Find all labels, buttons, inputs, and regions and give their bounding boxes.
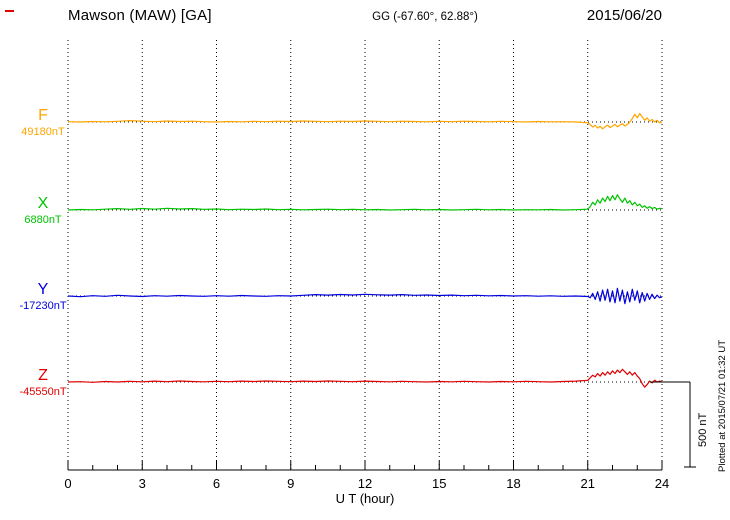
trace-Z	[67, 368, 663, 388]
x-tick-label-21: 21	[581, 476, 595, 491]
trace-baseline-Z: -45550nT	[19, 386, 67, 398]
x-tick-label-9: 9	[287, 476, 294, 491]
trace-baseline-X: 6880nT	[24, 214, 62, 226]
trace-baseline-F: 49180nT	[21, 126, 65, 138]
x-tick-label-18: 18	[506, 476, 520, 491]
trace-label-F: F 49180nT	[4, 108, 82, 139]
trace-X	[67, 194, 663, 211]
x-tick-label-12: 12	[358, 476, 372, 491]
trace-label-Z: Z -45550nT	[4, 368, 82, 399]
trace-label-Y: Y -17230nT	[4, 282, 82, 313]
x-tick-label-3: 3	[139, 476, 146, 491]
trace-Y	[67, 287, 663, 305]
corner-registration-mark	[5, 10, 14, 12]
trace-label-X: X 6880nT	[4, 196, 82, 227]
geographic-coordinates: GG (-67.60°, 62.88°)	[372, 11, 478, 23]
plot-date: 2015/06/20	[586, 7, 662, 24]
x-tick-label-6: 6	[213, 476, 220, 491]
x-tick-label-0: 0	[64, 476, 71, 491]
x-tick-label-24: 24	[655, 476, 669, 491]
station-title: Mawson (MAW) [GA]	[68, 7, 212, 24]
trace-name-Y: Y	[37, 281, 49, 298]
scale-bar-label: 500 nT	[697, 412, 709, 447]
trace-baseline-Y: -17230nT	[19, 300, 67, 312]
trace-name-F: F	[38, 107, 48, 124]
trace-F	[67, 112, 663, 130]
x-tick-label-15: 15	[432, 476, 446, 491]
plotted-timestamp: Plotted at 2015/07/21 01:32 UT	[717, 339, 728, 472]
x-axis-label: U T (hour)	[335, 491, 395, 506]
trace-name-X: X	[37, 195, 49, 212]
trace-name-Z: Z	[38, 367, 48, 384]
